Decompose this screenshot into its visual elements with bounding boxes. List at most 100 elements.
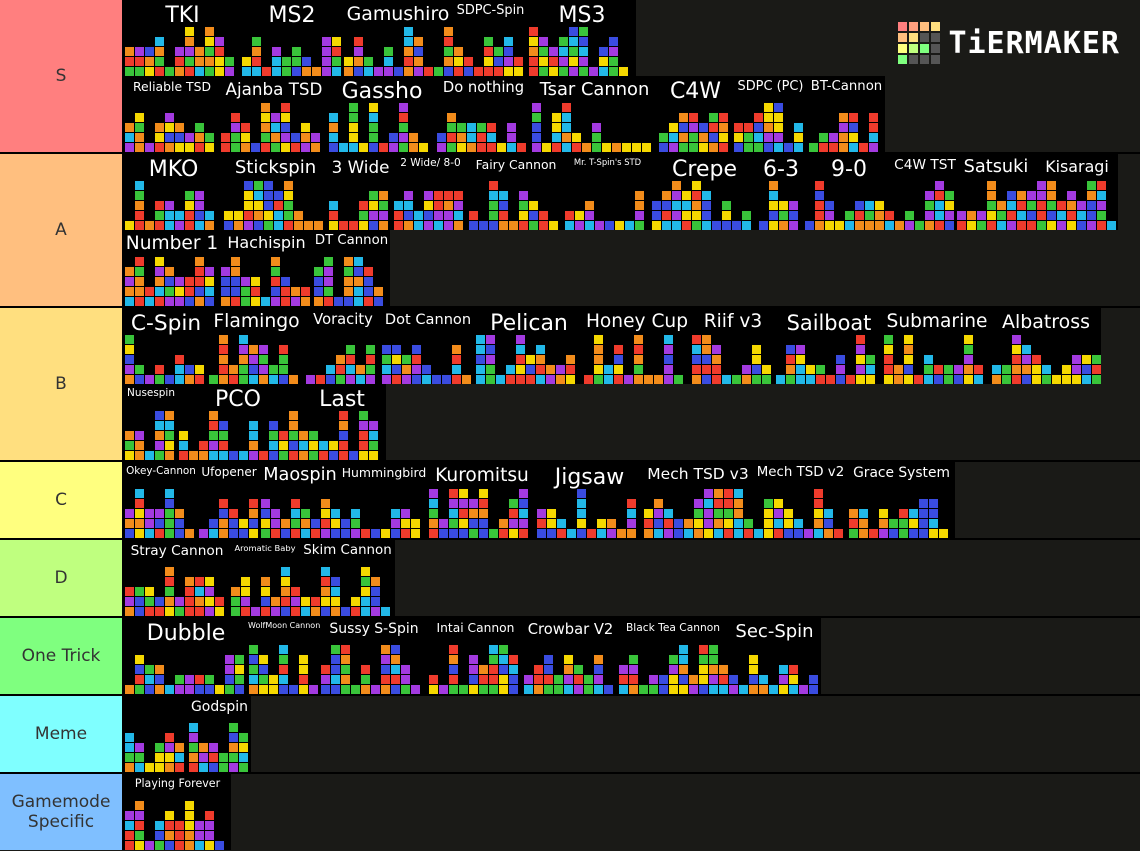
tier-row: Meme Godspin bbox=[0, 696, 1140, 774]
item-label: Mr. T-Spin's STD bbox=[573, 157, 642, 167]
item-label: SDPC-Spin bbox=[456, 3, 525, 18]
item-label: Riif v3 bbox=[703, 311, 763, 332]
item-label: PCO bbox=[215, 387, 261, 412]
item-label: Mech TSD v2 bbox=[756, 465, 845, 480]
item-label: C-Spin bbox=[130, 311, 202, 336]
item-label: C4W TST bbox=[894, 157, 956, 173]
item-image bbox=[759, 181, 798, 230]
tier-item: Jigsaw bbox=[536, 462, 643, 538]
item-image bbox=[329, 103, 428, 152]
tier-item: MS2 bbox=[241, 0, 343, 76]
item-label: Do nothing bbox=[442, 79, 525, 96]
item-label: Voracity bbox=[313, 311, 373, 328]
tier-item: Stray Cannon bbox=[124, 540, 230, 616]
item-label: MKO bbox=[148, 157, 199, 182]
tier-item: SDPC (PC) bbox=[733, 76, 808, 152]
item-image bbox=[429, 645, 518, 694]
item-image bbox=[242, 37, 341, 76]
item-image bbox=[231, 567, 300, 616]
item-image bbox=[344, 27, 453, 76]
item-label: Crowbar V2 bbox=[527, 621, 614, 638]
item-label: Crepe bbox=[672, 157, 737, 182]
tier-item: Aromatic Baby bbox=[230, 540, 300, 616]
tier-label: Gamemode Specific bbox=[0, 774, 124, 850]
tier-item: Playing Forever bbox=[124, 774, 231, 850]
tier-items: MKO Stickspin 3 Wide 2 Wide/ 8-0 Fairy Canno… bbox=[124, 154, 1140, 306]
tier-item: TKI bbox=[124, 0, 241, 76]
watermark-icon bbox=[898, 22, 941, 64]
tier-label: B bbox=[0, 308, 124, 460]
tier-row: B C-Spin Flamingo Voracity Dot Cannon Pelican… bbox=[0, 308, 1140, 462]
tier-item: Stickspin bbox=[223, 154, 328, 230]
item-label: Sussy S-Spin bbox=[329, 621, 419, 637]
tier-item: Nusespin bbox=[124, 384, 178, 460]
tier-item: Maospin bbox=[260, 462, 340, 538]
item-label: Ufopener bbox=[201, 465, 257, 479]
tier-item: Do nothing bbox=[436, 76, 531, 152]
item-image bbox=[884, 335, 983, 384]
tier-item: C-Spin bbox=[124, 308, 208, 384]
tier-item: Flamingo bbox=[208, 308, 305, 384]
item-label: Nusespin bbox=[127, 387, 175, 399]
item-image bbox=[692, 335, 771, 384]
tier-row: A MKO Stickspin 3 Wide 2 Wide/ 8-0 Fairy Cann… bbox=[0, 154, 1140, 308]
item-label: MS2 bbox=[268, 3, 316, 28]
tier-item: Kuromitsu bbox=[428, 462, 536, 538]
item-label: Intai Cannon bbox=[436, 621, 515, 635]
item-image bbox=[125, 335, 204, 384]
tier-item: Ufopener bbox=[198, 462, 260, 538]
tier-item: Crowbar V2 bbox=[523, 618, 618, 694]
tier-item: Mech TSD v3 bbox=[643, 462, 753, 538]
tier-item: Ajanba TSD bbox=[220, 76, 328, 152]
item-image bbox=[189, 723, 248, 772]
item-label: Hachispin bbox=[227, 233, 306, 252]
item-image bbox=[469, 181, 558, 230]
tier-item: Tsar Cannon bbox=[531, 76, 658, 152]
item-image bbox=[125, 801, 224, 850]
item-label: Kuromitsu bbox=[435, 465, 529, 486]
tier-item: Submarine bbox=[883, 308, 991, 384]
item-label: MS3 bbox=[558, 3, 606, 28]
item-image bbox=[125, 655, 244, 694]
tier-items: C-Spin Flamingo Voracity Dot Cannon Pelican H… bbox=[124, 308, 1140, 460]
tier-item: MS3 bbox=[528, 0, 636, 76]
tier-item: Reliable TSD bbox=[124, 76, 220, 152]
tier-item: Godspin bbox=[188, 696, 251, 772]
item-label: Jigsaw bbox=[554, 465, 625, 490]
item-image bbox=[437, 113, 526, 152]
item-label: WolfMoon Cannon bbox=[248, 621, 320, 630]
tier-item: Intai Cannon bbox=[428, 618, 523, 694]
item-image bbox=[537, 489, 636, 538]
tier-item: Kisaragi bbox=[1036, 154, 1118, 230]
item-image bbox=[809, 113, 878, 152]
item-image bbox=[734, 103, 803, 152]
item-image bbox=[429, 489, 528, 538]
item-image bbox=[221, 103, 320, 152]
tier-item: MKO bbox=[124, 154, 223, 230]
item-label: Gassho bbox=[341, 79, 423, 104]
tier-item: DT Cannon bbox=[313, 230, 390, 306]
tier-row: D Stray Cannon Aromatic Baby Skim Cannon bbox=[0, 540, 1140, 618]
item-image bbox=[659, 113, 728, 152]
item-image bbox=[394, 191, 463, 230]
item-image bbox=[619, 645, 728, 694]
item-image bbox=[529, 27, 628, 76]
tier-item: Gamushiro bbox=[343, 0, 453, 76]
tier-item: Fairy Cannon bbox=[468, 154, 564, 230]
item-label: Pelican bbox=[490, 311, 568, 336]
item-image bbox=[221, 257, 310, 306]
item-image bbox=[754, 489, 843, 538]
watermark-text: TiERMAKER bbox=[948, 25, 1120, 61]
tier-item: C4W bbox=[658, 76, 733, 152]
item-label: 2 Wide/ 8-0 bbox=[400, 157, 461, 169]
tier-item: Dot Cannon bbox=[381, 308, 475, 384]
item-label: Sec-Spin bbox=[735, 621, 814, 642]
item-image bbox=[125, 27, 234, 76]
item-image bbox=[849, 499, 948, 538]
item-label: Sailboat bbox=[786, 311, 872, 335]
item-image bbox=[249, 645, 318, 694]
tier-label: Meme bbox=[0, 696, 124, 772]
tier-row: One Trick Dubble WolfMoon Cannon Sussy S-Sp… bbox=[0, 618, 1140, 696]
watermark: TiERMAKER bbox=[898, 22, 1120, 64]
